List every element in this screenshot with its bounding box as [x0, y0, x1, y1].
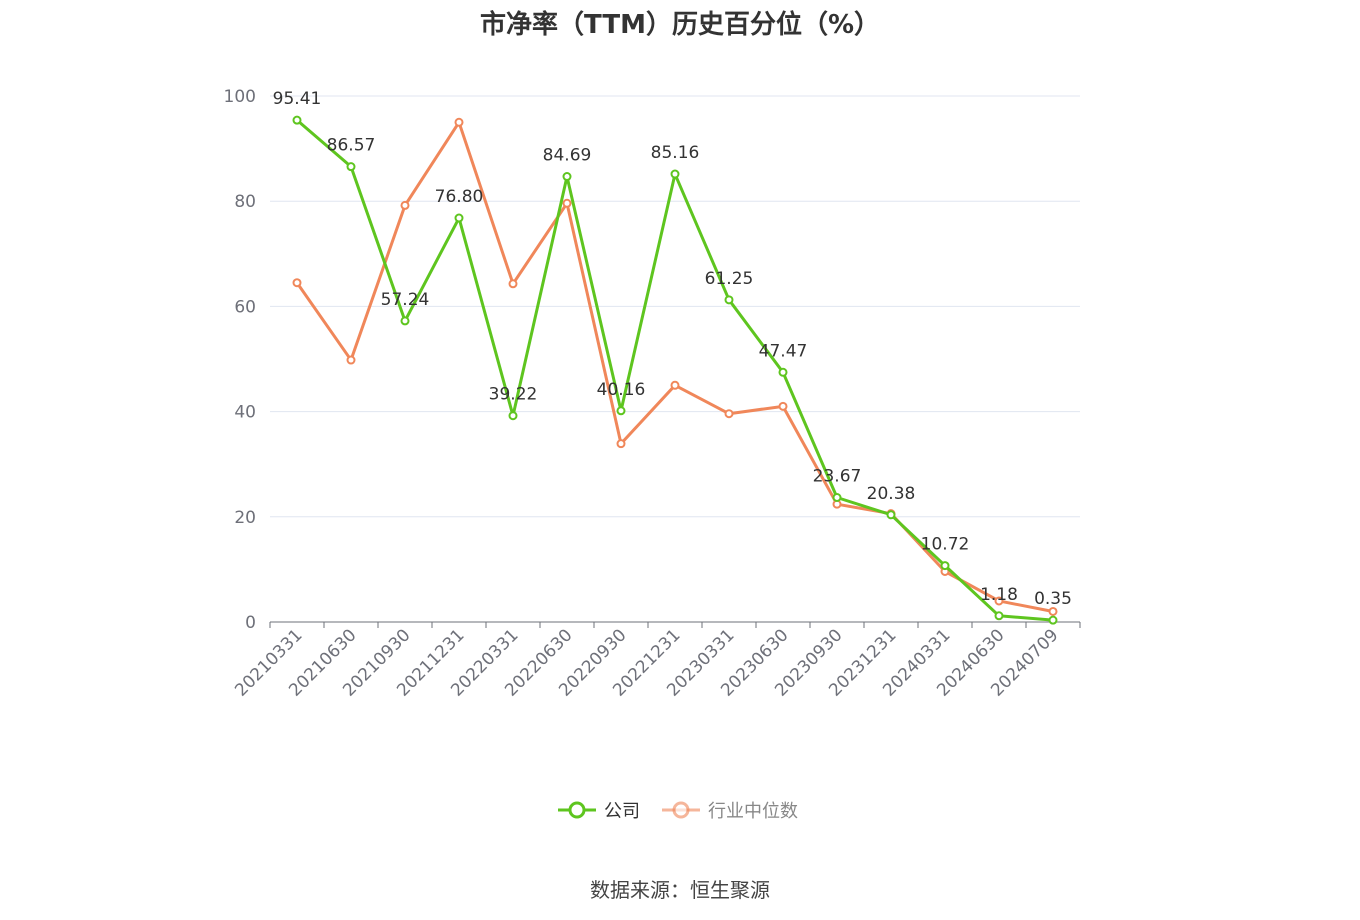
legend-swatch-marker	[672, 801, 690, 819]
data-label: 57.24	[381, 290, 430, 310]
data-point	[994, 611, 1004, 621]
y-tick-label: 100	[224, 87, 256, 107]
data-point	[508, 411, 518, 421]
data-label: 20.38	[867, 484, 916, 504]
data-point	[346, 355, 356, 365]
data-label: 85.16	[651, 143, 700, 163]
data-label: 23.67	[813, 466, 862, 486]
y-tick-label: 80	[234, 192, 256, 212]
legend-item[interactable]: 行业中位数	[662, 801, 798, 822]
data-point	[832, 492, 842, 502]
data-label: 84.69	[543, 146, 592, 166]
data-label: 1.18	[980, 585, 1018, 605]
data-point	[670, 380, 680, 390]
data-point	[454, 213, 464, 223]
y-tick-label: 60	[234, 297, 256, 317]
data-labels: 95.41 86.57 57.24 76.80 39.22 84.69 40.16 85.16…	[273, 89, 1072, 609]
data-label: 86.57	[327, 136, 376, 156]
legend-label: 公司	[604, 801, 640, 822]
y-tick-label: 40	[234, 403, 256, 423]
data-point	[346, 162, 356, 172]
chart-title: 市净率（TTM）历史百分位（%）	[480, 10, 880, 40]
y-tick-label: 0	[245, 613, 256, 633]
data-point	[724, 409, 734, 419]
legend-item[interactable]: 公司	[558, 801, 640, 822]
data-point	[670, 169, 680, 179]
data-label: 76.80	[435, 187, 484, 207]
axes: 0204060801002021033120210630202109302021…	[224, 87, 1081, 701]
data-label: 95.41	[273, 89, 322, 109]
data-point	[616, 406, 626, 416]
data-label: 61.25	[705, 269, 754, 289]
legend-swatch-marker	[568, 801, 586, 819]
data-point	[400, 200, 410, 210]
data-point	[508, 279, 518, 289]
data-point	[292, 278, 302, 288]
data-point	[778, 367, 788, 377]
data-label: 39.22	[489, 385, 538, 405]
legend-label: 行业中位数	[708, 801, 798, 822]
data-point	[886, 510, 896, 520]
data-point	[562, 198, 572, 208]
data-label: 0.35	[1034, 589, 1072, 609]
y-tick-label: 20	[234, 508, 256, 528]
data-point	[940, 561, 950, 571]
data-point	[1048, 615, 1058, 625]
data-point	[562, 172, 572, 182]
data-point	[400, 316, 410, 326]
data-point	[454, 117, 464, 127]
legend: 公司 行业中位数	[558, 801, 798, 822]
data-point	[1048, 606, 1058, 616]
source-note: 数据来源：恒生聚源	[590, 878, 770, 902]
data-point	[994, 596, 1004, 606]
data-label: 47.47	[759, 341, 808, 361]
data-point	[724, 295, 734, 305]
data-point	[292, 115, 302, 125]
data-point	[778, 401, 788, 411]
data-label: 10.72	[921, 535, 970, 555]
data-point	[616, 439, 626, 449]
series	[292, 115, 1058, 625]
data-label: 40.16	[597, 380, 646, 400]
